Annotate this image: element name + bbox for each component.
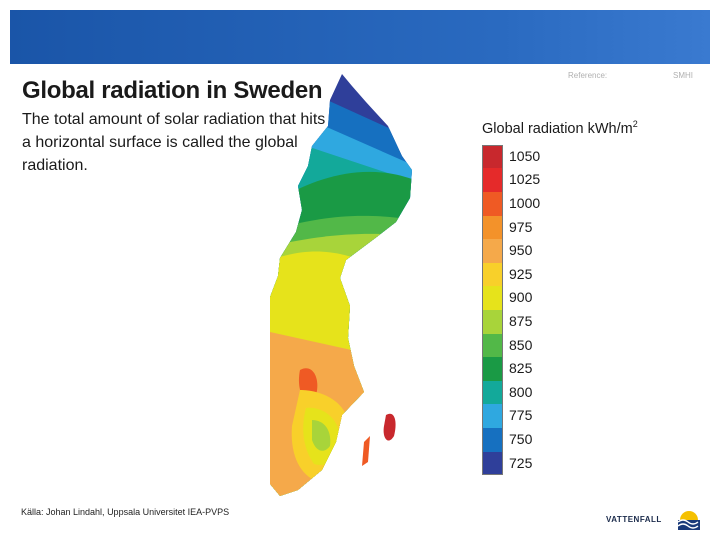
source-note: Källa: Johan Lindahl, Uppsala Universite… xyxy=(21,507,230,517)
legend-swatch xyxy=(482,309,503,334)
reference-label: Reference: xyxy=(568,71,608,80)
legend-item: 925 xyxy=(482,262,638,287)
gotland-island xyxy=(383,413,396,441)
legend-swatch xyxy=(482,262,503,287)
legend-title: Global radiation kWh/m2 xyxy=(482,119,638,137)
legend-value: 775 xyxy=(509,407,533,424)
legend-swatch xyxy=(482,215,503,240)
legend-value: 900 xyxy=(509,289,533,306)
legend-item: 800 xyxy=(482,380,638,405)
legend-item: 975 xyxy=(482,215,638,240)
legend-swatch xyxy=(482,239,503,263)
vattenfall-brand: VATTENFALL xyxy=(606,508,706,532)
slide-title: Global radiation in Sweden xyxy=(22,77,323,104)
legend-item: 900 xyxy=(482,286,638,310)
oland-island xyxy=(362,436,370,466)
sun-wave-logo-icon xyxy=(677,511,700,530)
legend-item: 1025 xyxy=(482,168,638,193)
legend-swatch xyxy=(482,404,503,428)
legend-item: 825 xyxy=(482,357,638,381)
legend-value: 1000 xyxy=(509,195,541,212)
legend-swatch xyxy=(482,357,503,381)
brand-name: VATTENFALL xyxy=(606,515,662,524)
legend-swatch xyxy=(482,192,503,216)
legend-item: 775 xyxy=(482,404,638,428)
legend-value: 950 xyxy=(509,242,533,259)
legend-swatch xyxy=(482,380,503,405)
legend-swatch xyxy=(482,451,503,476)
legend-item: 875 xyxy=(482,309,638,334)
legend-item: 850 xyxy=(482,333,638,358)
legend-value: 725 xyxy=(509,454,533,471)
sweden-radiation-map xyxy=(270,70,415,500)
legend-item: 750 xyxy=(482,427,638,452)
legend-item: 1000 xyxy=(482,192,638,216)
legend-value: 800 xyxy=(509,383,533,400)
legend-item: 950 xyxy=(482,239,638,263)
legend-value: 850 xyxy=(509,336,533,353)
legend-swatch xyxy=(482,144,503,169)
legend-item: 725 xyxy=(482,451,638,476)
legend-item: 1050 xyxy=(482,144,638,169)
legend-swatch xyxy=(482,286,503,310)
header-bar xyxy=(10,10,710,64)
legend-swatch xyxy=(482,427,503,452)
band-875-south xyxy=(312,420,331,451)
legend-swatch xyxy=(482,168,503,193)
legend-value: 825 xyxy=(509,360,533,377)
legend-value: 875 xyxy=(509,312,533,329)
legend-value: 925 xyxy=(509,265,533,282)
legend-rows: 1050 1025 1000 975 950 925 900 875 850 825 800 775 7… xyxy=(482,144,638,476)
legend-value: 1050 xyxy=(509,147,541,164)
legend: Global radiation kWh/m2 1050 1025 1000 975 9… xyxy=(482,119,638,476)
reference-value: SMHI xyxy=(673,71,693,80)
legend-value: 750 xyxy=(509,430,533,447)
slide-description: The total amount of solar radiation that… xyxy=(22,111,326,174)
legend-value: 1025 xyxy=(509,171,541,188)
legend-value: 975 xyxy=(509,218,533,235)
legend-swatch xyxy=(482,333,503,358)
